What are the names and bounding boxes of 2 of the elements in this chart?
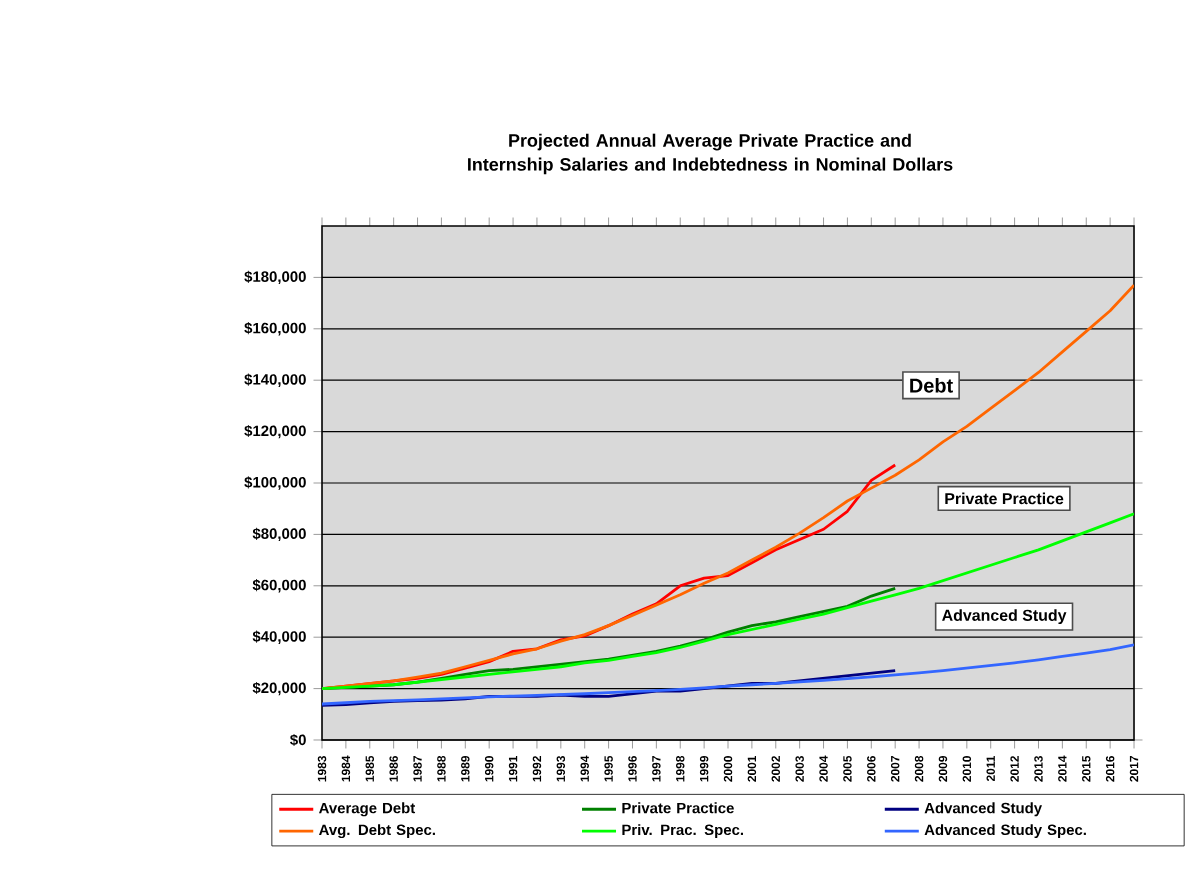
chart-title: Projected Annual Average Private Practice and Internship Salaries and Indebtedness in Nominal Dollars xyxy=(468,133,953,175)
annotation: Debt xyxy=(910,378,953,393)
